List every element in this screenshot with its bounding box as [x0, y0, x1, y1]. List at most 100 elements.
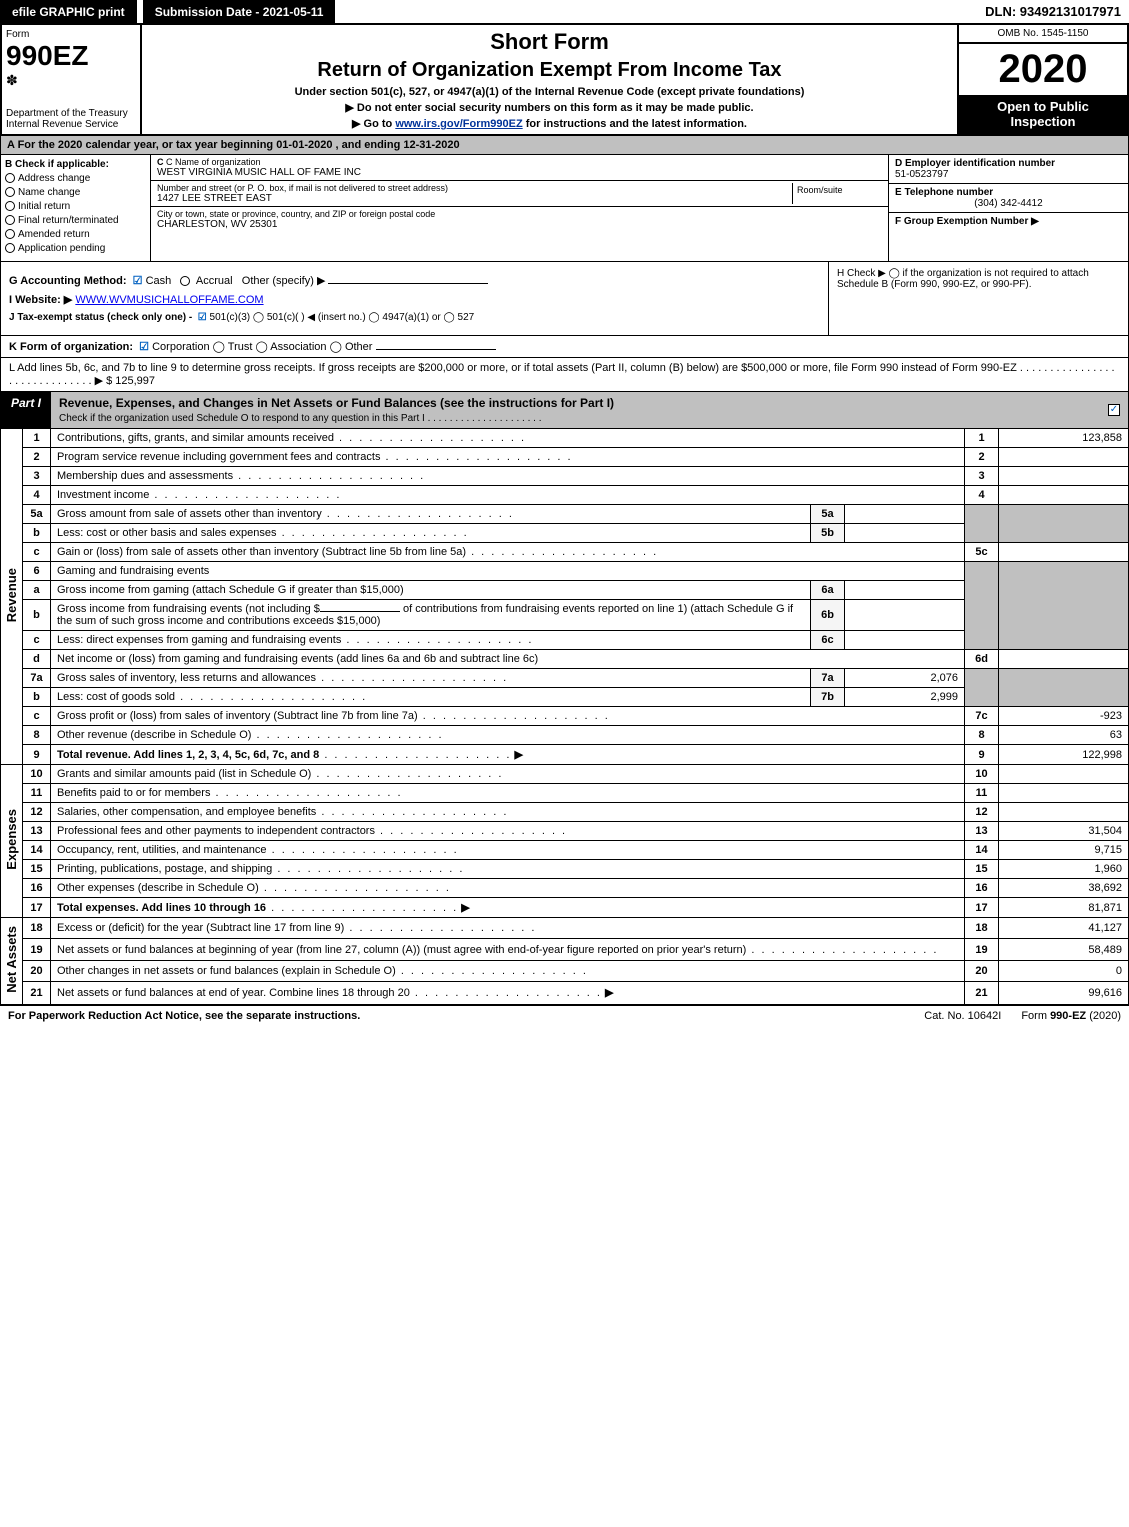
- ein-value: 51-0523797: [895, 169, 1122, 180]
- amt-line14: 9,715: [999, 841, 1129, 860]
- org-name-cell: C C Name of organization WEST VIRGINIA M…: [151, 155, 888, 181]
- row-A-tax-year: A For the 2020 calendar year, or tax yea…: [0, 136, 1129, 155]
- form-header: Form 990EZ ✽ Department of the Treasury …: [0, 25, 1129, 136]
- part-I-table: Revenue 1 Contributions, gifts, grants, …: [0, 429, 1129, 1005]
- inspection-notice: Open to Public Inspection: [959, 95, 1127, 134]
- paperwork-notice: For Paperwork Reduction Act Notice, see …: [8, 1010, 904, 1022]
- topbar: efile GRAPHIC print Submission Date - 20…: [0, 0, 1129, 25]
- accounting-method-row: G Accounting Method: ☑ Cash Accrual Othe…: [9, 274, 820, 287]
- under-section-text: Under section 501(c), 527, or 4947(a)(1)…: [148, 86, 951, 98]
- table-row: 2 Program service revenue including gove…: [1, 448, 1129, 467]
- amt-line1: 123,858: [999, 429, 1129, 448]
- table-row: Expenses 10 Grants and similar amounts p…: [1, 765, 1129, 784]
- table-row: 9 Total revenue. Add lines 1, 2, 3, 4, 5…: [1, 745, 1129, 765]
- part-I-title: Revenue, Expenses, and Changes in Net As…: [51, 392, 1100, 428]
- amt-line21: 99,616: [999, 982, 1129, 1005]
- table-row: 6 Gaming and fundraising events: [1, 562, 1129, 581]
- header-center: Short Form Return of Organization Exempt…: [142, 25, 957, 134]
- amt-line13: 31,504: [999, 822, 1129, 841]
- amt-line15: 1,960: [999, 860, 1129, 879]
- form-number: 990EZ: [6, 40, 136, 72]
- tax-year: 2020: [959, 44, 1127, 95]
- table-row: 5a Gross amount from sale of assets othe…: [1, 505, 1129, 524]
- phone-cell: E Telephone number (304) 342-4412: [889, 184, 1128, 213]
- table-row: Net Assets 18 Excess or (deficit) for th…: [1, 918, 1129, 939]
- table-row: 4 Investment income 4: [1, 486, 1129, 505]
- amt-line16: 38,692: [999, 879, 1129, 898]
- B-label: B Check if applicable:: [5, 159, 146, 170]
- table-row: 19 Net assets or fund balances at beginn…: [1, 939, 1129, 960]
- netassets-side-label: Net Assets: [1, 918, 23, 1005]
- city-cell: City or town, state or province, country…: [151, 207, 888, 232]
- amt-line7b: 2,999: [845, 688, 965, 707]
- table-row: 14 Occupancy, rent, utilities, and maint…: [1, 841, 1129, 860]
- chk-501c3[interactable]: ☑: [198, 312, 207, 323]
- website-row: I Website: ▶ WWW.WVMUSICHALLOFFAME.COM: [9, 293, 820, 306]
- return-title: Return of Organization Exempt From Incom…: [148, 59, 951, 82]
- short-form-title: Short Form: [148, 29, 951, 55]
- chk-final-return[interactable]: Final return/terminated: [5, 215, 146, 226]
- goto-instructions: ▶ Go to www.irs.gov/Form990EZ for instru…: [148, 117, 951, 130]
- table-row: 15 Printing, publications, postage, and …: [1, 860, 1129, 879]
- website-link[interactable]: WWW.WVMUSICHALLOFFAME.COM: [75, 294, 263, 306]
- chk-corporation[interactable]: ☑: [139, 341, 149, 353]
- table-row: 20 Other changes in net assets or fund b…: [1, 960, 1129, 981]
- tax-exempt-row: J Tax-exempt status (check only one) - ☑…: [9, 312, 820, 323]
- phone-value: (304) 342-4412: [895, 198, 1122, 209]
- entity-right: D Employer identification number 51-0523…: [888, 155, 1128, 261]
- form-word: Form: [6, 29, 136, 40]
- table-row: 13 Professional fees and other payments …: [1, 822, 1129, 841]
- group-exemption-cell: F Group Exemption Number ▶: [889, 213, 1128, 261]
- expenses-side-label: Expenses: [1, 765, 23, 918]
- org-name: WEST VIRGINIA MUSIC HALL OF FAME INC: [157, 167, 882, 178]
- table-row: b Less: cost of goods sold 7b 2,999: [1, 688, 1129, 707]
- chk-name-change[interactable]: Name change: [5, 187, 146, 198]
- table-row: a Gross income from gaming (attach Sched…: [1, 581, 1129, 600]
- amt-line7c: -923: [999, 707, 1129, 726]
- table-row: 11 Benefits paid to or for members 11: [1, 784, 1129, 803]
- amt-line17: 81,871: [999, 898, 1129, 918]
- irs-icon: ✽: [6, 72, 136, 89]
- table-row: 3 Membership dues and assessments 3: [1, 467, 1129, 486]
- table-row: 17 Total expenses. Add lines 10 through …: [1, 898, 1129, 918]
- gih-left: G Accounting Method: ☑ Cash Accrual Othe…: [1, 262, 828, 335]
- table-row: 8 Other revenue (describe in Schedule O)…: [1, 726, 1129, 745]
- department-label: Department of the Treasury Internal Reve…: [6, 108, 136, 130]
- gih-block: G Accounting Method: ☑ Cash Accrual Othe…: [0, 262, 1129, 336]
- section-H: H Check ▶ ◯ if the organization is not r…: [828, 262, 1128, 335]
- table-row: c Less: direct expenses from gaming and …: [1, 631, 1129, 650]
- header-right: OMB No. 1545-1150 2020 Open to Public In…: [957, 25, 1127, 134]
- entity-block: B Check if applicable: Address change Na…: [0, 155, 1129, 262]
- street-row: Number and street (or P. O. box, if mail…: [151, 181, 888, 207]
- entity-mid: C C Name of organization WEST VIRGINIA M…: [151, 155, 888, 261]
- form-ref: Form 990-EZ (2020): [1021, 1010, 1121, 1022]
- efile-print-button[interactable]: efile GRAPHIC print: [0, 0, 137, 23]
- header-left: Form 990EZ ✽ Department of the Treasury …: [2, 25, 142, 134]
- omb-number: OMB No. 1545-1150: [959, 25, 1127, 44]
- row-K: K Form of organization: ☑ Corporation ◯ …: [0, 336, 1129, 358]
- table-row: 12 Salaries, other compensation, and emp…: [1, 803, 1129, 822]
- chk-address-change[interactable]: Address change: [5, 173, 146, 184]
- street-address: 1427 LEE STREET EAST: [157, 193, 792, 204]
- irs-link[interactable]: www.irs.gov/Form990EZ: [395, 118, 522, 130]
- chk-accrual[interactable]: [180, 276, 190, 286]
- table-row: 7a Gross sales of inventory, less return…: [1, 669, 1129, 688]
- submission-date-button[interactable]: Submission Date - 2021-05-11: [143, 0, 336, 23]
- amt-line7a: 2,076: [845, 669, 965, 688]
- chk-application-pending[interactable]: Application pending: [5, 243, 146, 254]
- catalog-number: Cat. No. 10642I: [904, 1010, 1021, 1022]
- chk-cash[interactable]: ☑: [133, 275, 143, 287]
- table-row: 16 Other expenses (describe in Schedule …: [1, 879, 1129, 898]
- table-row: 21 Net assets or fund balances at end of…: [1, 982, 1129, 1005]
- row-L: L Add lines 5b, 6c, and 7b to line 9 to …: [0, 358, 1129, 392]
- amt-line8: 63: [999, 726, 1129, 745]
- part-I-schedule-O-checkbox[interactable]: ✓: [1100, 392, 1128, 428]
- amt-line18: 41,127: [999, 918, 1129, 939]
- dln-label: DLN: 93492131017971: [977, 0, 1129, 23]
- ein-cell: D Employer identification number 51-0523…: [889, 155, 1128, 184]
- chk-amended-return[interactable]: Amended return: [5, 229, 146, 240]
- table-row: Revenue 1 Contributions, gifts, grants, …: [1, 429, 1129, 448]
- table-row: c Gain or (loss) from sale of assets oth…: [1, 543, 1129, 562]
- part-I-bar: Part I Revenue, Expenses, and Changes in…: [0, 392, 1129, 429]
- chk-initial-return[interactable]: Initial return: [5, 201, 146, 212]
